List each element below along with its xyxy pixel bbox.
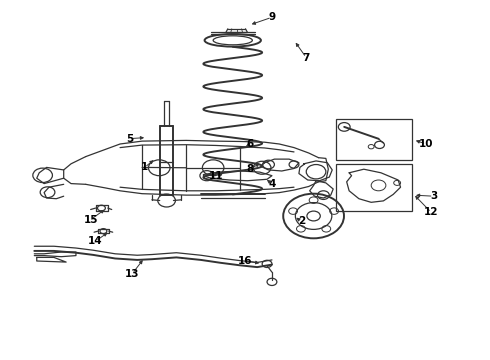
Text: 6: 6	[246, 139, 253, 149]
Text: 12: 12	[424, 207, 439, 217]
Text: 5: 5	[126, 134, 133, 144]
Text: 16: 16	[238, 256, 252, 266]
Text: 14: 14	[88, 236, 103, 246]
Text: 2: 2	[298, 216, 305, 226]
Text: 3: 3	[430, 191, 437, 201]
Text: 7: 7	[302, 53, 310, 63]
Text: 4: 4	[268, 179, 276, 189]
Text: 9: 9	[269, 12, 275, 22]
Text: 15: 15	[83, 215, 98, 225]
Text: 11: 11	[208, 171, 223, 181]
Text: 1: 1	[141, 162, 148, 172]
Text: 8: 8	[246, 164, 253, 174]
Text: 13: 13	[125, 269, 140, 279]
Bar	[336, 164, 412, 211]
Bar	[336, 119, 412, 160]
Text: 10: 10	[419, 139, 434, 149]
